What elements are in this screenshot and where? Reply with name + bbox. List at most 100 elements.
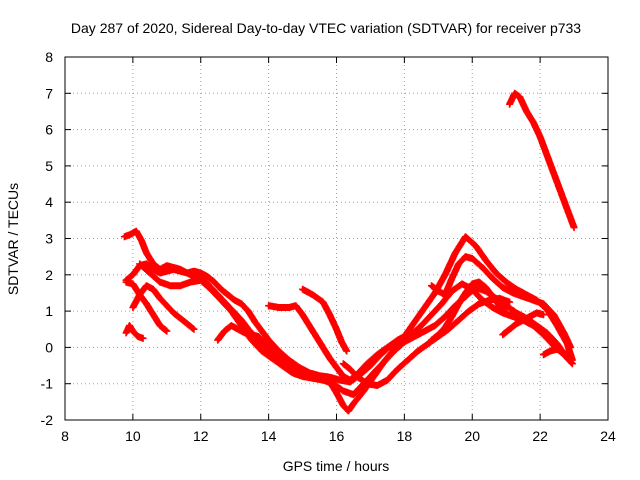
data-point-marks bbox=[339, 360, 353, 372]
x-tick-label: 22 bbox=[532, 428, 548, 444]
data-point-marks bbox=[550, 311, 567, 336]
data-point-marks bbox=[414, 341, 431, 355]
series-track-4 bbox=[122, 278, 171, 335]
chart-title: Day 287 of 2020, Sidereal Day-to-day VTE… bbox=[71, 20, 581, 36]
series-track-12 bbox=[428, 278, 510, 344]
data-point-marks bbox=[383, 366, 401, 384]
data-point-marks bbox=[394, 357, 411, 373]
data-point-marks bbox=[244, 307, 258, 325]
data-point-marks bbox=[455, 290, 469, 308]
data-point-marks bbox=[326, 311, 340, 332]
data-point-marks bbox=[350, 388, 367, 408]
data-point-marks bbox=[390, 339, 407, 355]
data-point-marks bbox=[333, 389, 347, 408]
data-point-marks bbox=[299, 311, 313, 328]
data-point-marks bbox=[523, 107, 537, 125]
y-tick-label: 6 bbox=[45, 122, 53, 138]
y-tick-label: 3 bbox=[45, 231, 53, 247]
data-point-marks bbox=[472, 242, 489, 263]
series-track-15 bbox=[506, 89, 578, 232]
data-point-marks bbox=[428, 301, 445, 319]
y-tick-label: 8 bbox=[45, 49, 53, 65]
data-point-marks bbox=[319, 298, 333, 318]
y-tick-label: 2 bbox=[45, 267, 53, 283]
data-point-marks bbox=[448, 301, 462, 320]
series-track-8 bbox=[265, 302, 412, 384]
data-point-marks bbox=[567, 343, 575, 351]
data-point-marks bbox=[563, 206, 578, 230]
data-point-marks bbox=[254, 333, 268, 347]
series-track-9 bbox=[299, 285, 351, 355]
data-point-marks bbox=[568, 360, 576, 368]
data-point-marks bbox=[224, 291, 238, 303]
data-point-marks bbox=[346, 365, 360, 379]
data-point-marks bbox=[482, 256, 499, 276]
x-tick-label: 16 bbox=[329, 428, 345, 444]
data-point-marks bbox=[492, 269, 509, 285]
data-point-marks bbox=[248, 336, 265, 354]
data-point-marks bbox=[319, 343, 333, 361]
data-point-marks bbox=[557, 187, 571, 212]
data-point-marks bbox=[370, 359, 387, 377]
data-point-marks bbox=[468, 255, 485, 271]
x-tick-label: 10 bbox=[125, 428, 141, 444]
data-point-marks bbox=[163, 327, 171, 335]
series-track-3 bbox=[122, 322, 147, 342]
data-point-marks bbox=[434, 324, 448, 339]
y-tick-label: -2 bbox=[41, 412, 54, 428]
data-point-marks bbox=[448, 261, 462, 282]
y-tick-label: 0 bbox=[45, 339, 53, 355]
data-point-marks bbox=[343, 347, 351, 355]
x-axis-title: GPS time / hours bbox=[283, 458, 390, 474]
data-point-marks bbox=[292, 302, 306, 318]
data-point-marks bbox=[129, 327, 141, 340]
data-point-marks bbox=[421, 290, 438, 311]
data-point-marks bbox=[275, 354, 292, 369]
series-track-10 bbox=[339, 294, 514, 389]
data-point-marks bbox=[143, 300, 157, 318]
data-point-marks bbox=[333, 325, 345, 345]
y-axis-title: SDTVAR / TECUs bbox=[5, 183, 21, 295]
data-point-marks bbox=[404, 348, 421, 364]
y-tick-label: 1 bbox=[45, 303, 53, 319]
data-point-marks bbox=[540, 311, 548, 319]
series-track-11 bbox=[428, 253, 575, 351]
data-point-marks bbox=[455, 308, 472, 324]
data-point-marks bbox=[550, 169, 564, 194]
data-point-marks bbox=[560, 349, 574, 363]
x-tick-label: 20 bbox=[464, 428, 480, 444]
data-point-marks bbox=[143, 249, 157, 267]
data-point-marks bbox=[137, 236, 150, 256]
data-point-marks bbox=[350, 381, 367, 399]
y-tick-label: -1 bbox=[41, 376, 54, 392]
data-point-marks bbox=[417, 312, 435, 330]
data-series bbox=[120, 89, 578, 415]
data-point-marks bbox=[506, 321, 519, 333]
data-point-marks bbox=[462, 233, 479, 249]
data-point-marks bbox=[278, 352, 286, 360]
data-point-marks bbox=[441, 276, 455, 299]
data-point-marks bbox=[190, 325, 198, 333]
data-point-marks bbox=[268, 354, 285, 369]
x-tick-label: 14 bbox=[261, 428, 277, 444]
data-point-marks bbox=[540, 331, 557, 349]
data-point-marks bbox=[204, 273, 217, 285]
data-point-marks bbox=[217, 296, 234, 314]
data-point-marks bbox=[506, 298, 514, 306]
data-point-marks bbox=[516, 93, 530, 114]
data-point-marks bbox=[431, 314, 448, 330]
data-point-marks bbox=[146, 269, 163, 285]
data-point-marks bbox=[441, 314, 455, 331]
x-tick-label: 8 bbox=[61, 428, 69, 444]
data-point-marks bbox=[305, 322, 319, 339]
data-point-marks bbox=[570, 224, 578, 232]
data-point-marks bbox=[543, 329, 560, 347]
data-point-marks bbox=[543, 151, 557, 176]
data-point-marks bbox=[529, 118, 544, 140]
data-point-marks bbox=[227, 307, 245, 328]
series-track-5 bbox=[129, 282, 198, 333]
data-point-marks bbox=[238, 300, 251, 314]
y-tick-label: 4 bbox=[45, 194, 53, 210]
